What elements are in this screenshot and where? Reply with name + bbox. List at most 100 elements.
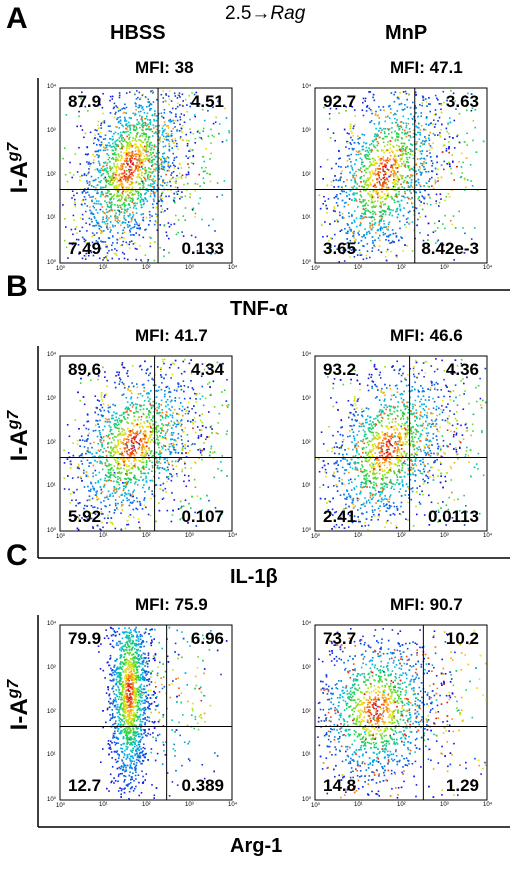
x-tick-label: 10³ (440, 533, 449, 539)
mfi-label: MFI: 90.7 (390, 595, 463, 614)
y-tick-label: 10⁴ (47, 621, 57, 627)
quadrant-ur-value: 4.34 (190, 360, 224, 379)
y-tick-label: 10⁴ (302, 352, 312, 358)
y-tick-label: 10² (302, 439, 311, 446)
quadrant-lr-value: 0.389 (181, 776, 224, 795)
quadrant-ll-value: 14.8 (323, 776, 357, 795)
y-tick-label: 10³ (302, 395, 311, 402)
x-tick-label: 10⁴ (228, 265, 238, 271)
x-axis-label-a: TNF-α (230, 298, 288, 320)
quadrant-ul-value: 89.6 (68, 360, 102, 379)
x-tick-label: 10⁴ (483, 533, 493, 539)
y-tick-label: 10⁰ (302, 260, 312, 266)
x-tick-label: 10¹ (354, 802, 363, 808)
y-tick-label: 10² (47, 439, 56, 446)
x-tick-label: 10⁴ (483, 802, 493, 808)
y-tick-label: 10² (302, 171, 311, 178)
quadrant-ll-value: 3.65 (323, 239, 357, 258)
quadrant-ll-value: 12.7 (68, 776, 102, 795)
x-axis-label-b: IL-1β (230, 566, 278, 588)
x-axis-label-c: Arg-1 (230, 835, 283, 857)
x-tick-label: 10⁰ (311, 803, 321, 809)
x-tick-label: 10² (397, 533, 406, 539)
y-tick-label: 10⁰ (302, 797, 312, 803)
panel-letter-c: C (6, 539, 28, 572)
x-tick-label: 10² (142, 265, 151, 271)
panel-letter-b: B (6, 270, 28, 303)
x-tick-label: 10¹ (99, 802, 108, 808)
y-tick-label: 10⁰ (47, 260, 57, 266)
flow-dot-plot (314, 355, 488, 532)
quadrant-ul-value: 79.9 (68, 629, 102, 648)
y-tick-label: 10¹ (47, 215, 56, 222)
title-prefix: 2.5→ (225, 3, 271, 24)
flow-dot-plot (314, 624, 488, 801)
y-tick-label: 10³ (302, 664, 311, 671)
quadrant-ul-value: 92.7 (323, 92, 357, 111)
y-tick-label: 10⁴ (302, 621, 312, 627)
y-tick-label: 10² (302, 708, 311, 715)
x-tick-label: 10⁰ (311, 534, 321, 540)
x-tick-label: 10³ (185, 802, 194, 808)
y-tick-label: 10⁰ (47, 528, 57, 534)
quadrant-ur-value: 4.36 (445, 360, 479, 379)
mfi-label: MFI: 38 (135, 58, 194, 77)
y-tick-label: 10¹ (47, 483, 56, 490)
y-tick-label: 10⁴ (302, 84, 312, 90)
x-tick-label: 10² (397, 265, 406, 271)
x-tick-label: 10³ (185, 533, 194, 539)
y-tick-label: 10⁰ (47, 797, 57, 803)
x-tick-label: 10² (142, 802, 151, 808)
panel-frame-c (37, 615, 510, 828)
event-dots (97, 626, 228, 800)
x-tick-label: 10¹ (99, 265, 108, 271)
quadrant-ul-value: 87.9 (68, 92, 102, 111)
x-tick-label: 10¹ (354, 265, 363, 271)
y-tick-label: 10³ (47, 127, 56, 134)
y-tick-label: 10³ (47, 395, 56, 402)
x-tick-label: 10¹ (99, 533, 108, 539)
flow-dot-plot (59, 87, 233, 264)
mfi-label: MFI: 46.6 (390, 326, 463, 345)
x-tick-label: 10³ (440, 802, 449, 808)
quadrant-ll-value: 7.49 (68, 239, 102, 258)
panel-frame-a (37, 78, 510, 291)
x-tick-label: 10⁰ (56, 803, 66, 809)
quadrant-ul-value: 93.2 (323, 360, 357, 379)
y-tick-label: 10¹ (47, 752, 56, 759)
y-tick-label: 10³ (47, 664, 56, 671)
x-tick-label: 10⁰ (56, 534, 66, 540)
flow-dot-plot (59, 355, 233, 532)
quadrant-ll-value: 5.92 (68, 507, 102, 526)
quadrant-ul-value: 73.7 (323, 629, 357, 648)
panel-frame-b (37, 346, 510, 559)
x-tick-label: 10² (397, 802, 406, 808)
y-tick-label: 10¹ (302, 215, 311, 222)
y-tick-label: 10⁴ (47, 84, 57, 90)
x-tick-label: 10⁴ (483, 265, 493, 271)
quadrant-ur-value: 6.96 (190, 629, 224, 648)
event-dots (62, 90, 231, 263)
y-tick-label: 10² (47, 171, 56, 178)
quadrant-lr-value: 0.0113 (427, 507, 479, 526)
x-tick-label: 10⁴ (228, 533, 238, 539)
quadrant-lr-value: 1.29 (445, 776, 479, 795)
quadrant-lr-value: 0.133 (181, 239, 224, 258)
quadrant-ll-value: 2.41 (323, 507, 357, 526)
x-tick-label: 10³ (440, 265, 449, 271)
x-tick-label: 10⁴ (228, 802, 238, 808)
x-tick-label: 10³ (185, 265, 194, 271)
flow-dot-plot (314, 87, 488, 264)
x-tick-label: 10¹ (354, 533, 363, 539)
x-tick-label: 10² (142, 533, 151, 539)
panel-letter-a: A (6, 2, 28, 35)
event-dots (318, 89, 485, 263)
column-header-hbss: HBSS (110, 22, 166, 44)
mfi-label: MFI: 41.7 (135, 326, 208, 345)
title-suffix: Rag (270, 3, 306, 24)
x-tick-label: 10⁰ (311, 266, 321, 272)
quadrant-ur-value: 4.51 (190, 92, 224, 111)
y-tick-label: 10⁴ (47, 352, 57, 358)
y-tick-label: 10¹ (302, 752, 311, 759)
x-tick-label: 10⁰ (56, 266, 66, 272)
